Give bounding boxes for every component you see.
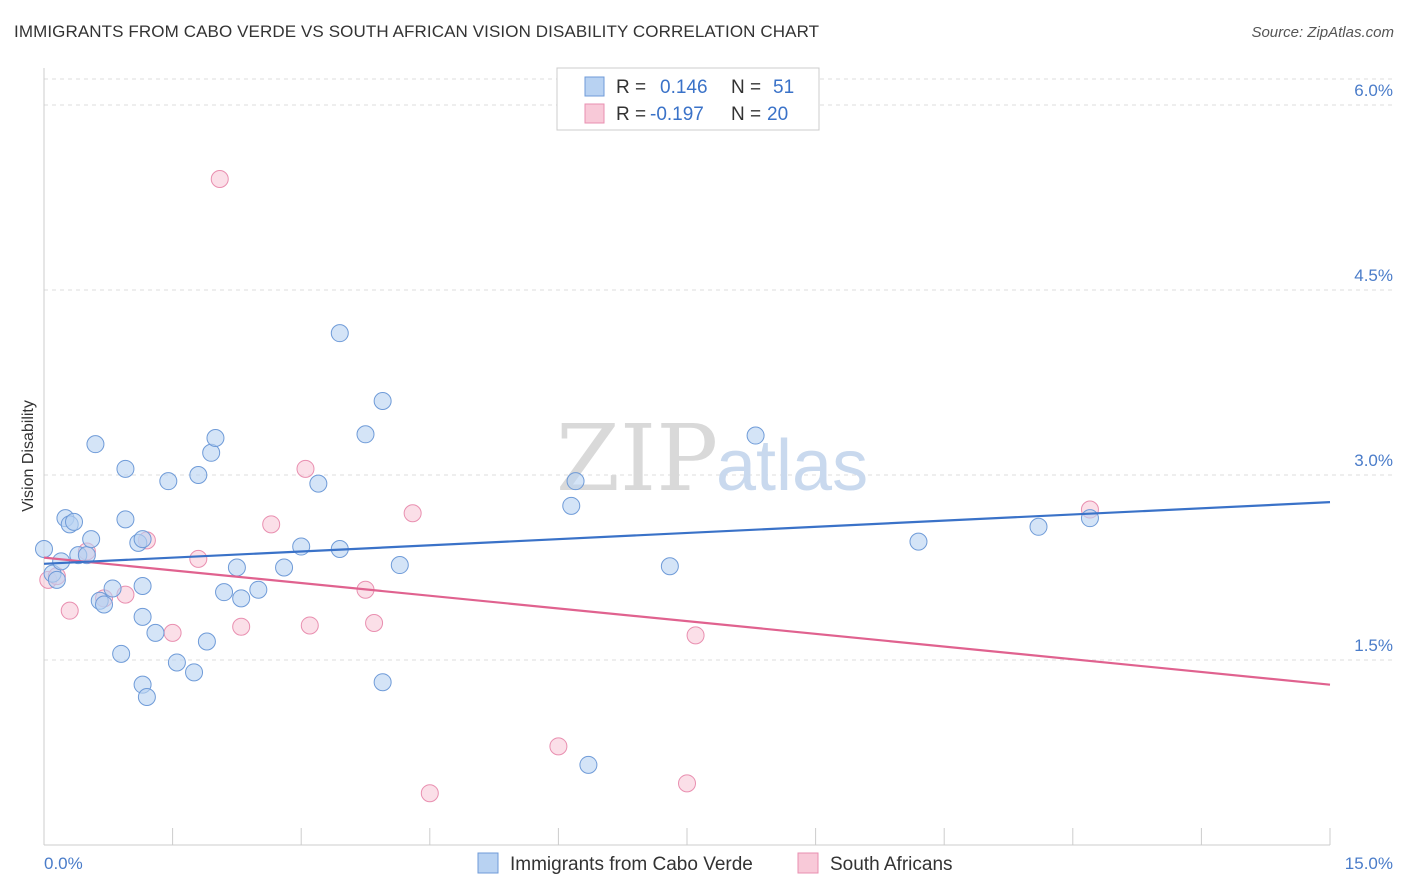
data-point[interactable] <box>356 425 375 444</box>
data-point[interactable] <box>1029 517 1048 536</box>
data-point[interactable] <box>206 429 225 447</box>
chart-title: IMMIGRANTS FROM CABO VERDE VS SOUTH AFRI… <box>14 22 820 41</box>
data-point[interactable] <box>116 459 135 478</box>
data-point[interactable] <box>137 688 156 706</box>
data-point[interactable] <box>296 459 315 478</box>
svg-text:R = 0.146 N =: R = 0.146 N = 51 <box>616 77 794 98</box>
grid-layer <box>44 78 1392 661</box>
data-point[interactable] <box>52 552 71 571</box>
data-point[interactable] <box>116 510 135 529</box>
legend-r-label-blue: R = <box>616 77 646 98</box>
data-point[interactable] <box>159 472 178 491</box>
correlation-legend: R = 0.146 N = 51 R = -0.197 N = 20 <box>556 67 820 131</box>
x-tick-label-min: 0.0% <box>44 854 83 873</box>
data-point[interactable] <box>746 426 765 445</box>
trend-lines <box>43 501 1331 686</box>
data-point[interactable] <box>189 549 208 568</box>
trend-line-south-africans <box>43 556 1331 686</box>
data-point[interactable] <box>189 466 208 484</box>
data-point[interactable] <box>420 784 439 803</box>
data-point[interactable] <box>82 530 101 549</box>
chart-source: Source: ZipAtlas.com <box>1251 24 1394 41</box>
legend-n-label-blue: N = <box>731 77 761 98</box>
data-point[interactable] <box>566 472 585 491</box>
watermark-zip: ZIP <box>556 405 718 512</box>
x-ticks <box>43 828 1331 845</box>
data-point[interactable] <box>275 558 294 577</box>
data-point[interactable] <box>309 474 328 493</box>
x-tick-label-max: 15.0% <box>1345 854 1393 873</box>
data-point[interactable] <box>1080 509 1099 528</box>
data-point[interactable] <box>373 673 392 692</box>
data-point[interactable] <box>232 589 251 608</box>
series-legend-label-pink[interactable]: South Africans <box>830 854 953 875</box>
data-point[interactable] <box>330 324 349 343</box>
data-point[interactable] <box>202 443 221 462</box>
data-point[interactable] <box>35 540 53 558</box>
legend-swatch-pink <box>584 103 605 124</box>
data-point[interactable] <box>185 663 204 682</box>
data-point[interactable] <box>373 392 392 410</box>
data-point[interactable] <box>660 557 679 576</box>
watermark-atlas: atlas <box>716 426 868 506</box>
y-axis-title: Vision Disability <box>20 400 37 512</box>
data-point[interactable] <box>579 755 598 774</box>
data-point[interactable] <box>403 504 422 523</box>
data-point[interactable] <box>103 579 122 598</box>
data-point[interactable] <box>112 644 131 663</box>
y-tick-label: 1.5% <box>1354 636 1393 655</box>
data-point[interactable] <box>95 595 114 614</box>
series-legend-swatch-blue[interactable] <box>477 852 499 874</box>
legend-n-value-pink: 20 <box>767 104 788 125</box>
data-point[interactable] <box>210 170 229 188</box>
svg-text:R = -0.197 N =: R = -0.197 N = 20 <box>616 104 788 125</box>
data-point[interactable] <box>167 653 186 672</box>
legend-r-label-pink: R = <box>616 104 646 125</box>
legend-r-value-blue: 0.146 <box>660 77 708 98</box>
series-legend: Immigrants from Cabo Verde South African… <box>477 852 953 875</box>
y-tick-labels: 1.5% 3.0% 4.5% 6.0% <box>1354 81 1393 655</box>
data-point[interactable] <box>60 601 79 620</box>
data-point[interactable] <box>300 616 319 635</box>
data-point[interactable] <box>365 614 384 632</box>
points-cabo-verde <box>35 324 1099 774</box>
data-point[interactable] <box>262 515 281 534</box>
data-point[interactable] <box>227 558 246 577</box>
data-point[interactable] <box>249 580 268 599</box>
data-point[interactable] <box>562 496 581 515</box>
data-point[interactable] <box>86 435 105 454</box>
legend-r-value-pink: -0.197 <box>650 104 704 125</box>
data-point[interactable] <box>909 532 928 551</box>
series-legend-label-blue[interactable]: Immigrants from Cabo Verde <box>510 854 753 875</box>
data-point[interactable] <box>678 774 696 793</box>
data-point[interactable] <box>549 737 568 756</box>
data-point[interactable] <box>133 530 152 549</box>
y-tick-label: 3.0% <box>1354 451 1393 470</box>
y-tick-label: 4.5% <box>1354 266 1393 285</box>
legend-swatch-blue <box>584 76 605 97</box>
data-point[interactable] <box>197 632 216 651</box>
data-point[interactable] <box>686 626 705 645</box>
trend-line-cabo-verde <box>43 501 1331 565</box>
data-point[interactable] <box>215 583 234 602</box>
data-point[interactable] <box>133 607 152 626</box>
legend-n-label-pink: N = <box>731 104 761 125</box>
data-point[interactable] <box>390 556 409 575</box>
legend-n-value-blue: 51 <box>773 77 794 98</box>
data-point[interactable] <box>47 570 66 589</box>
series-legend-swatch-pink[interactable] <box>797 852 819 874</box>
data-point[interactable] <box>65 512 84 531</box>
data-point[interactable] <box>146 623 165 642</box>
data-point[interactable] <box>133 577 152 595</box>
y-tick-label: 6.0% <box>1354 81 1393 100</box>
data-point[interactable] <box>232 617 251 636</box>
data-point[interactable] <box>163 623 182 642</box>
